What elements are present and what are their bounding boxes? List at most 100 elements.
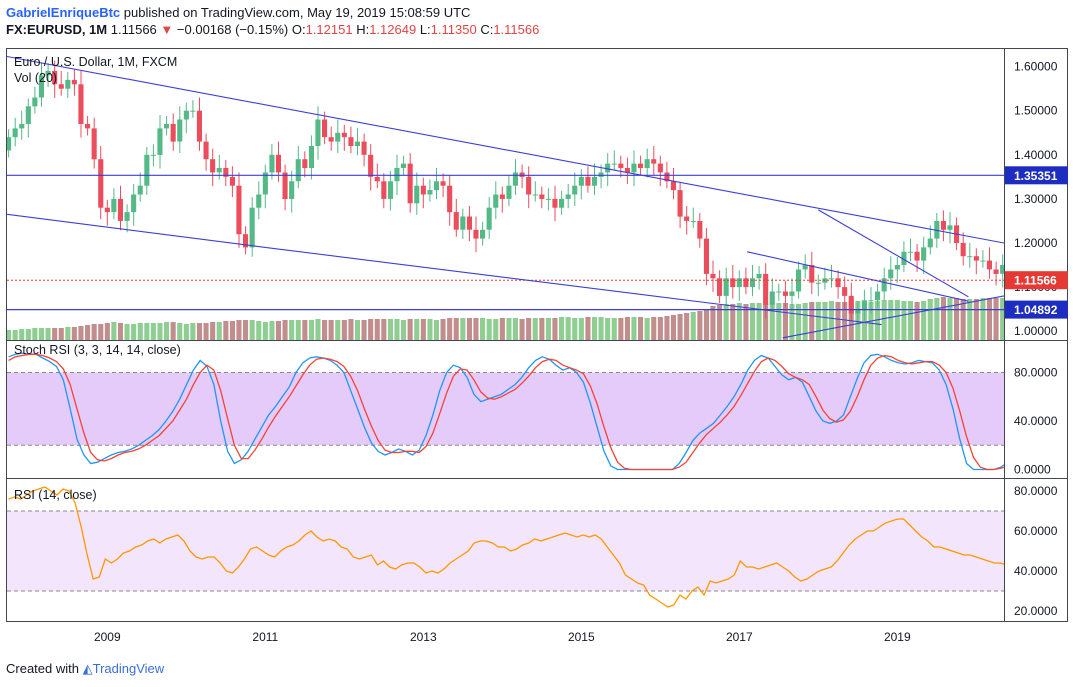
volume-bar	[493, 319, 499, 340]
candle-body	[1007, 265, 1012, 266]
candle-body	[670, 181, 676, 191]
candle-body	[644, 159, 650, 168]
indicator-tick-label: 80.0000	[1014, 366, 1058, 380]
current-price-box	[1005, 271, 1068, 290]
candle-body	[256, 194, 262, 208]
candle-body	[631, 163, 637, 173]
price-plot-area	[7, 55, 1012, 340]
volume-bar	[618, 318, 624, 340]
low-label: L:	[419, 22, 431, 37]
volume-bar	[677, 314, 683, 340]
volume-bar	[842, 302, 848, 340]
volume-bar	[407, 319, 413, 340]
volume-bar	[243, 320, 249, 340]
rsi-title: RSI (14, close)	[14, 488, 97, 502]
volume-bar	[914, 302, 920, 340]
price-tick-label: 1.50000	[1014, 104, 1058, 118]
candle-body	[572, 185, 578, 195]
candle-body	[651, 159, 657, 164]
candle-body	[71, 79, 77, 85]
candle-body	[111, 198, 117, 213]
candle-body	[993, 269, 999, 274]
candle-body	[453, 212, 459, 230]
price-pane[interactable]: 1.600001.500001.400001.300001.200001.100…	[6, 55, 1068, 341]
volume-bar	[98, 324, 104, 340]
volume-bar	[414, 319, 420, 340]
candle-body	[842, 287, 848, 296]
volume-bar	[91, 324, 97, 340]
indicator-plot-area	[7, 486, 1004, 608]
candle-body	[32, 97, 38, 107]
volume-bar	[986, 298, 992, 340]
candle-body	[433, 181, 439, 191]
volume-bar	[466, 318, 472, 340]
candle-body	[802, 265, 808, 270]
volume-bar	[921, 301, 927, 340]
candle-body	[624, 168, 630, 173]
candle-body	[85, 124, 91, 129]
volume-bar	[815, 302, 821, 340]
candle-body	[45, 71, 51, 76]
volume-bar	[440, 319, 446, 340]
stoch-rsi-pane[interactable]: 80.0000 40.0000 0.0000	[7, 352, 1058, 477]
author-name[interactable]: GabrielEnriqueBtc	[6, 5, 121, 20]
candle-body	[789, 291, 795, 296]
candle-body	[578, 176, 584, 186]
volume-bar	[157, 323, 163, 340]
volume-bar	[480, 318, 486, 340]
volume-bar	[512, 318, 518, 340]
time-axis[interactable]: 2009 2011 2013 2015 2017 2019	[94, 630, 911, 644]
candle-body	[967, 256, 973, 258]
candle-body	[150, 154, 156, 156]
volume-bar	[545, 318, 551, 340]
tradingview-logo-icon[interactable]: ◭	[82, 661, 93, 676]
candle-body	[512, 172, 518, 186]
time-tick-label: 2019	[884, 630, 911, 644]
candle-body	[506, 185, 512, 199]
candle-body	[328, 137, 334, 142]
indicator-tick-label: 80.0000	[1014, 484, 1058, 498]
candle-body	[38, 75, 44, 98]
trendline	[265, 246, 882, 326]
candle-body	[322, 119, 328, 138]
volume-bar	[835, 302, 841, 340]
candle-body	[585, 176, 591, 186]
candle-body	[763, 273, 769, 305]
volume-bar	[249, 320, 255, 340]
candle-body	[480, 229, 486, 239]
candle-body	[282, 172, 288, 199]
candle-body	[749, 278, 755, 288]
volume-bar	[427, 319, 433, 340]
candle-body	[532, 194, 538, 196]
volume-bar	[38, 328, 44, 340]
volume-bar	[262, 322, 268, 340]
volume-bar	[664, 316, 670, 340]
volume-bar	[743, 304, 749, 340]
volume-bar	[670, 315, 676, 340]
volume-bar	[651, 317, 657, 340]
candle-body	[888, 269, 894, 279]
candle-body	[262, 172, 268, 195]
rsi-pane[interactable]: 80.0000 60.0000 40.0000 20.0000	[7, 484, 1058, 618]
candle-body	[177, 119, 183, 142]
tradingview-brand[interactable]: TradingView	[92, 661, 165, 676]
candle-body	[565, 194, 571, 199]
volume-bar	[703, 309, 709, 340]
candle-body	[164, 124, 170, 129]
candle-body	[91, 128, 97, 160]
candle-body	[249, 207, 255, 248]
last-price: 1.11566	[110, 22, 157, 37]
volume-bar	[881, 300, 887, 340]
volume-bar	[611, 318, 617, 340]
candle-body	[275, 154, 281, 173]
volume-bar	[354, 320, 360, 340]
indicator-line-rsi	[8, 486, 1004, 608]
time-tick-label: 2017	[726, 630, 753, 644]
volume-bar	[256, 321, 262, 340]
indicator-plot-area	[7, 352, 1004, 471]
candle-body	[104, 207, 110, 213]
volume-bar	[203, 323, 209, 340]
volume-bar	[954, 298, 960, 340]
volume-bar	[322, 320, 328, 340]
